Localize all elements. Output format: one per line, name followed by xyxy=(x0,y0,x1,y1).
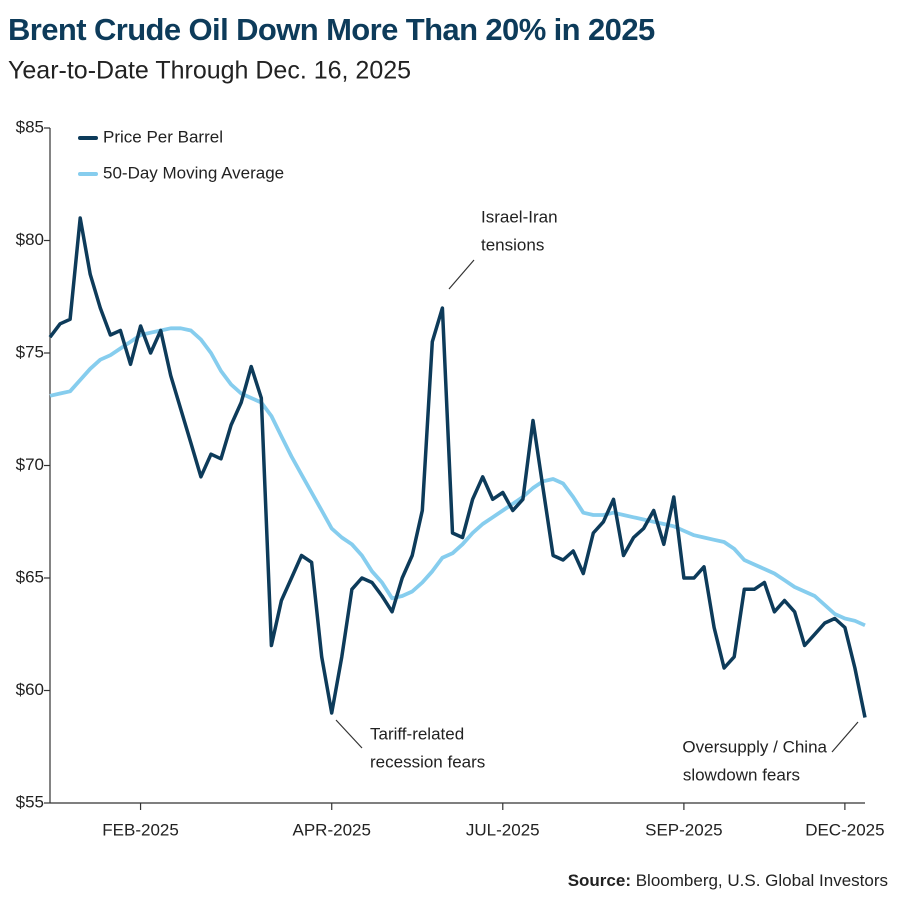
annotation-pointer xyxy=(335,719,363,749)
x-tick-label: FEB-2025 xyxy=(102,820,179,839)
x-tick-label: APR-2025 xyxy=(293,820,371,839)
x-tick-label: JUL-2025 xyxy=(466,820,540,839)
annotation: Israel-Iran xyxy=(481,207,558,226)
series-line xyxy=(48,216,867,718)
y-tick-label: $60 xyxy=(16,680,44,699)
annotation: Oversupply / China xyxy=(682,737,827,756)
x-tick-label: DEC-2025 xyxy=(805,820,884,839)
chart-subtitle: Year-to-Date Through Dec. 16, 2025 xyxy=(8,57,411,85)
x-tick-label: SEP-2025 xyxy=(645,820,723,839)
y-tick-label: $80 xyxy=(16,230,44,249)
annotation: Tariff-related xyxy=(370,724,464,743)
y-tick-label: $55 xyxy=(16,792,44,811)
annotation: slowdown fears xyxy=(683,765,800,784)
annotation-pointer xyxy=(831,721,859,753)
legend-label: Price Per Barrel xyxy=(103,127,223,146)
source-label: Source: xyxy=(568,871,631,890)
annotation: recession fears xyxy=(370,752,485,771)
source: Source: Bloomberg, U.S. Global Investors xyxy=(568,871,888,890)
y-tick-label: $75 xyxy=(16,342,44,361)
legend-label: 50-Day Moving Average xyxy=(103,163,284,182)
y-tick-label: $70 xyxy=(16,455,44,474)
chart-title: Brent Crude Oil Down More Than 20% in 20… xyxy=(8,12,655,47)
y-tick-label: $65 xyxy=(16,567,44,586)
source-text: Bloomberg, U.S. Global Investors xyxy=(636,871,888,890)
annotation-pointer xyxy=(448,259,475,290)
y-tick-label: $85 xyxy=(16,117,44,136)
annotation: tensions xyxy=(481,235,544,254)
series-line xyxy=(49,326,866,628)
